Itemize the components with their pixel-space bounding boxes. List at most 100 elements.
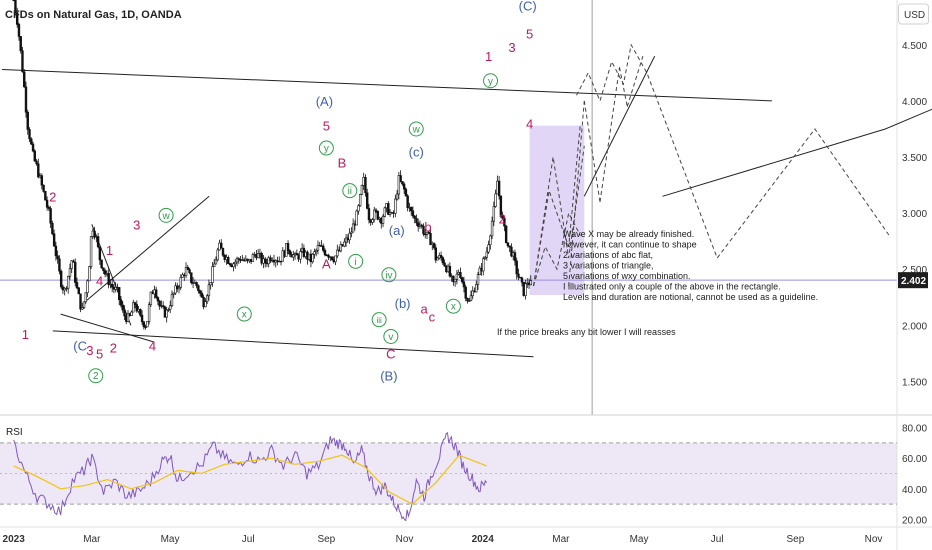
trend-line-wedge-lower bbox=[60, 313, 155, 343]
candle-body bbox=[413, 215, 416, 219]
wave-label: 1 bbox=[106, 243, 113, 258]
candle-body bbox=[288, 250, 292, 255]
wave-circle-v bbox=[383, 328, 399, 344]
candle-body bbox=[139, 309, 142, 316]
candle-body bbox=[228, 263, 232, 266]
candle-body bbox=[459, 272, 462, 279]
candle-body bbox=[494, 193, 497, 207]
projection-inner-5 bbox=[626, 55, 644, 107]
candle-body bbox=[118, 287, 121, 301]
time-tick-label: May bbox=[630, 534, 649, 545]
currency-box[interactable] bbox=[898, 3, 929, 25]
candle-body bbox=[448, 265, 452, 277]
projection-big-c-path bbox=[576, 43, 890, 260]
wave-circle-w bbox=[158, 207, 174, 223]
candle-body bbox=[434, 247, 437, 261]
rsi-tick-label: 80.00 bbox=[902, 424, 927, 435]
trend-line-post-c-rise bbox=[662, 108, 932, 197]
rsi-tick-label: 40.00 bbox=[902, 485, 927, 496]
candle-body bbox=[367, 208, 371, 221]
candle-body bbox=[209, 282, 212, 286]
candle-body bbox=[26, 111, 29, 130]
candle-body bbox=[23, 71, 26, 88]
time-tick-label: Mar bbox=[83, 534, 101, 545]
candle-body bbox=[475, 284, 478, 293]
wave-label: iv bbox=[385, 270, 392, 281]
wave-circle-2 bbox=[88, 368, 104, 384]
candle-body bbox=[508, 245, 511, 248]
projection-inner-4 bbox=[619, 67, 628, 107]
wave-circle-x bbox=[236, 306, 252, 322]
candle-body bbox=[429, 233, 432, 246]
candle-body bbox=[221, 247, 225, 256]
candle-body bbox=[492, 206, 496, 222]
candle-body bbox=[161, 305, 165, 308]
candle-body bbox=[174, 285, 177, 294]
candle-body bbox=[371, 219, 374, 223]
candle-body bbox=[51, 222, 54, 235]
candle-body bbox=[232, 263, 235, 268]
projection-inner-3 bbox=[599, 67, 620, 202]
annotation-line: 3 variations of triangle, bbox=[563, 261, 654, 271]
annotation-line: however, it can continue to shape bbox=[563, 240, 697, 250]
wave-circle-i bbox=[348, 253, 364, 269]
candle-body bbox=[476, 274, 480, 285]
candle-body bbox=[395, 193, 399, 200]
projection-abc-2 bbox=[533, 211, 581, 287]
candle-body bbox=[216, 249, 219, 261]
candle-body bbox=[235, 258, 239, 263]
candle-body bbox=[360, 185, 364, 195]
trend-line-projection-c-right bbox=[583, 55, 656, 197]
candle-body bbox=[31, 143, 35, 152]
candle-body bbox=[381, 216, 385, 224]
candle-body bbox=[394, 198, 397, 214]
candle-body bbox=[387, 203, 390, 215]
candle-body bbox=[119, 299, 123, 306]
candle-body bbox=[110, 283, 114, 288]
candle-body bbox=[200, 292, 204, 298]
candle-body bbox=[409, 206, 413, 212]
candle-body bbox=[14, 0, 17, 13]
candle-body bbox=[227, 257, 230, 264]
candle-body bbox=[177, 286, 181, 290]
candle-body bbox=[237, 258, 241, 260]
price-tick-label: 3.000 bbox=[902, 209, 927, 220]
candle-body bbox=[263, 258, 267, 264]
candle-body bbox=[28, 129, 31, 140]
candle-body bbox=[107, 273, 110, 285]
candle-body bbox=[172, 292, 175, 295]
candle-body bbox=[135, 304, 138, 312]
candle-body bbox=[311, 253, 314, 263]
candle-body bbox=[497, 180, 501, 197]
candle-body bbox=[355, 210, 358, 226]
projection-abc-1 bbox=[533, 123, 581, 287]
candle-body bbox=[15, 12, 19, 25]
candle-body bbox=[432, 242, 436, 249]
candle-body bbox=[415, 218, 418, 224]
candle-body bbox=[84, 292, 87, 303]
candle-body bbox=[205, 295, 209, 302]
candle-body bbox=[89, 236, 93, 267]
candle-body bbox=[485, 251, 489, 258]
candle-body bbox=[17, 24, 21, 37]
wave-label: w bbox=[161, 211, 170, 222]
candle-body bbox=[383, 207, 386, 217]
candle-body bbox=[406, 195, 409, 209]
candle-body bbox=[146, 321, 149, 328]
wave-label: 2 bbox=[499, 212, 506, 227]
candle-body bbox=[30, 138, 33, 145]
candle-body bbox=[35, 160, 38, 165]
candle-body bbox=[471, 290, 474, 297]
projection-inner-1 bbox=[568, 100, 585, 287]
candle-body bbox=[286, 243, 290, 251]
candle-body bbox=[132, 302, 135, 313]
candle-body bbox=[441, 257, 445, 264]
candle-body bbox=[126, 313, 130, 322]
wave-label: 3 bbox=[133, 217, 140, 232]
candle-body bbox=[82, 301, 86, 308]
candle-body bbox=[506, 242, 510, 247]
annotation-line: Wave X may be already finished. bbox=[563, 229, 694, 239]
candle-body bbox=[195, 282, 198, 286]
projection-inner-2 bbox=[583, 100, 601, 202]
